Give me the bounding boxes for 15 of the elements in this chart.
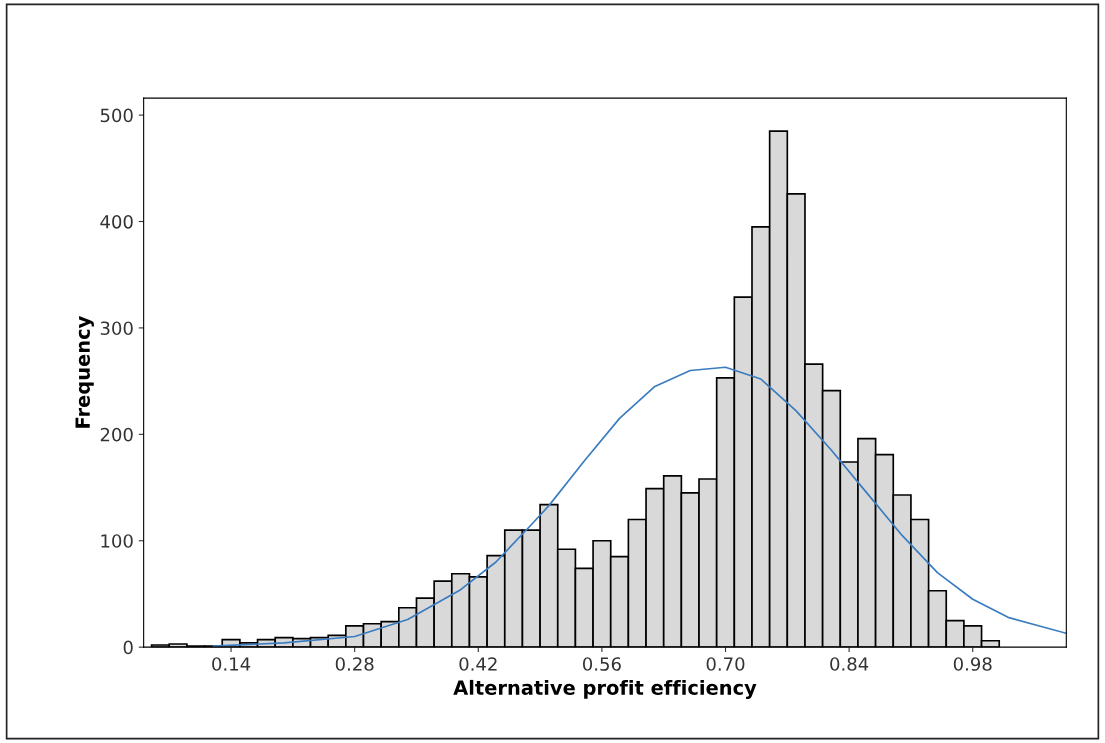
y-tick-label: 500 — [100, 108, 133, 123]
y-tick-label: 300 — [100, 321, 133, 336]
y-axis-title: Frequency — [75, 316, 94, 428]
y-tick-label: 100 — [101, 534, 133, 548]
x-tick-label: 0.28 — [335, 657, 374, 671]
y-tick-label: 0 — [123, 640, 133, 655]
x-tick-label: 0.98 — [953, 657, 992, 671]
x-tick-label: 0.42 — [459, 657, 497, 671]
x-tick-label: 0.56 — [582, 657, 621, 671]
x-tick-label: 0.84 — [830, 657, 869, 671]
x-tick-label: 0.14 — [212, 657, 251, 671]
y-tick-label: 200 — [100, 427, 133, 442]
y-tick-label: 400 — [100, 214, 133, 229]
x-tick-label: 0.70 — [706, 657, 745, 671]
x-axis-title: Alternative profit efficiency — [453, 679, 757, 699]
